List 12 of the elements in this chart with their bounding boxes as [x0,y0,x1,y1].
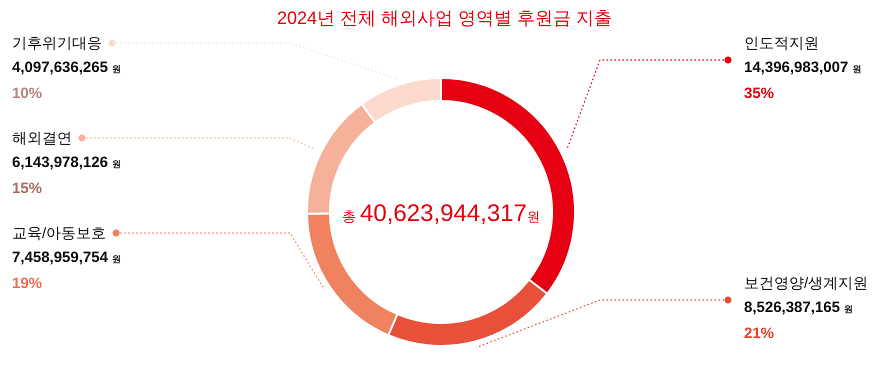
text: 15% [12,180,42,197]
slice-label: 인도적지원 [744,35,819,52]
slice-label: 보건영양/생계지원 [744,275,868,292]
text: 19% [12,275,42,292]
chart-title: 2024년 전체 해외사업 영역별 후원금 지출 [276,8,612,28]
text: 21% [744,325,774,342]
text: 35% [744,85,774,102]
legend-label: 해외결연 [12,130,72,147]
legend-label: 기후위기대응 [12,35,102,52]
legend-label: 교육/아동보호 [12,225,106,242]
text: 총 40,623,944,317원 [342,200,540,227]
text: 10% [12,85,42,102]
